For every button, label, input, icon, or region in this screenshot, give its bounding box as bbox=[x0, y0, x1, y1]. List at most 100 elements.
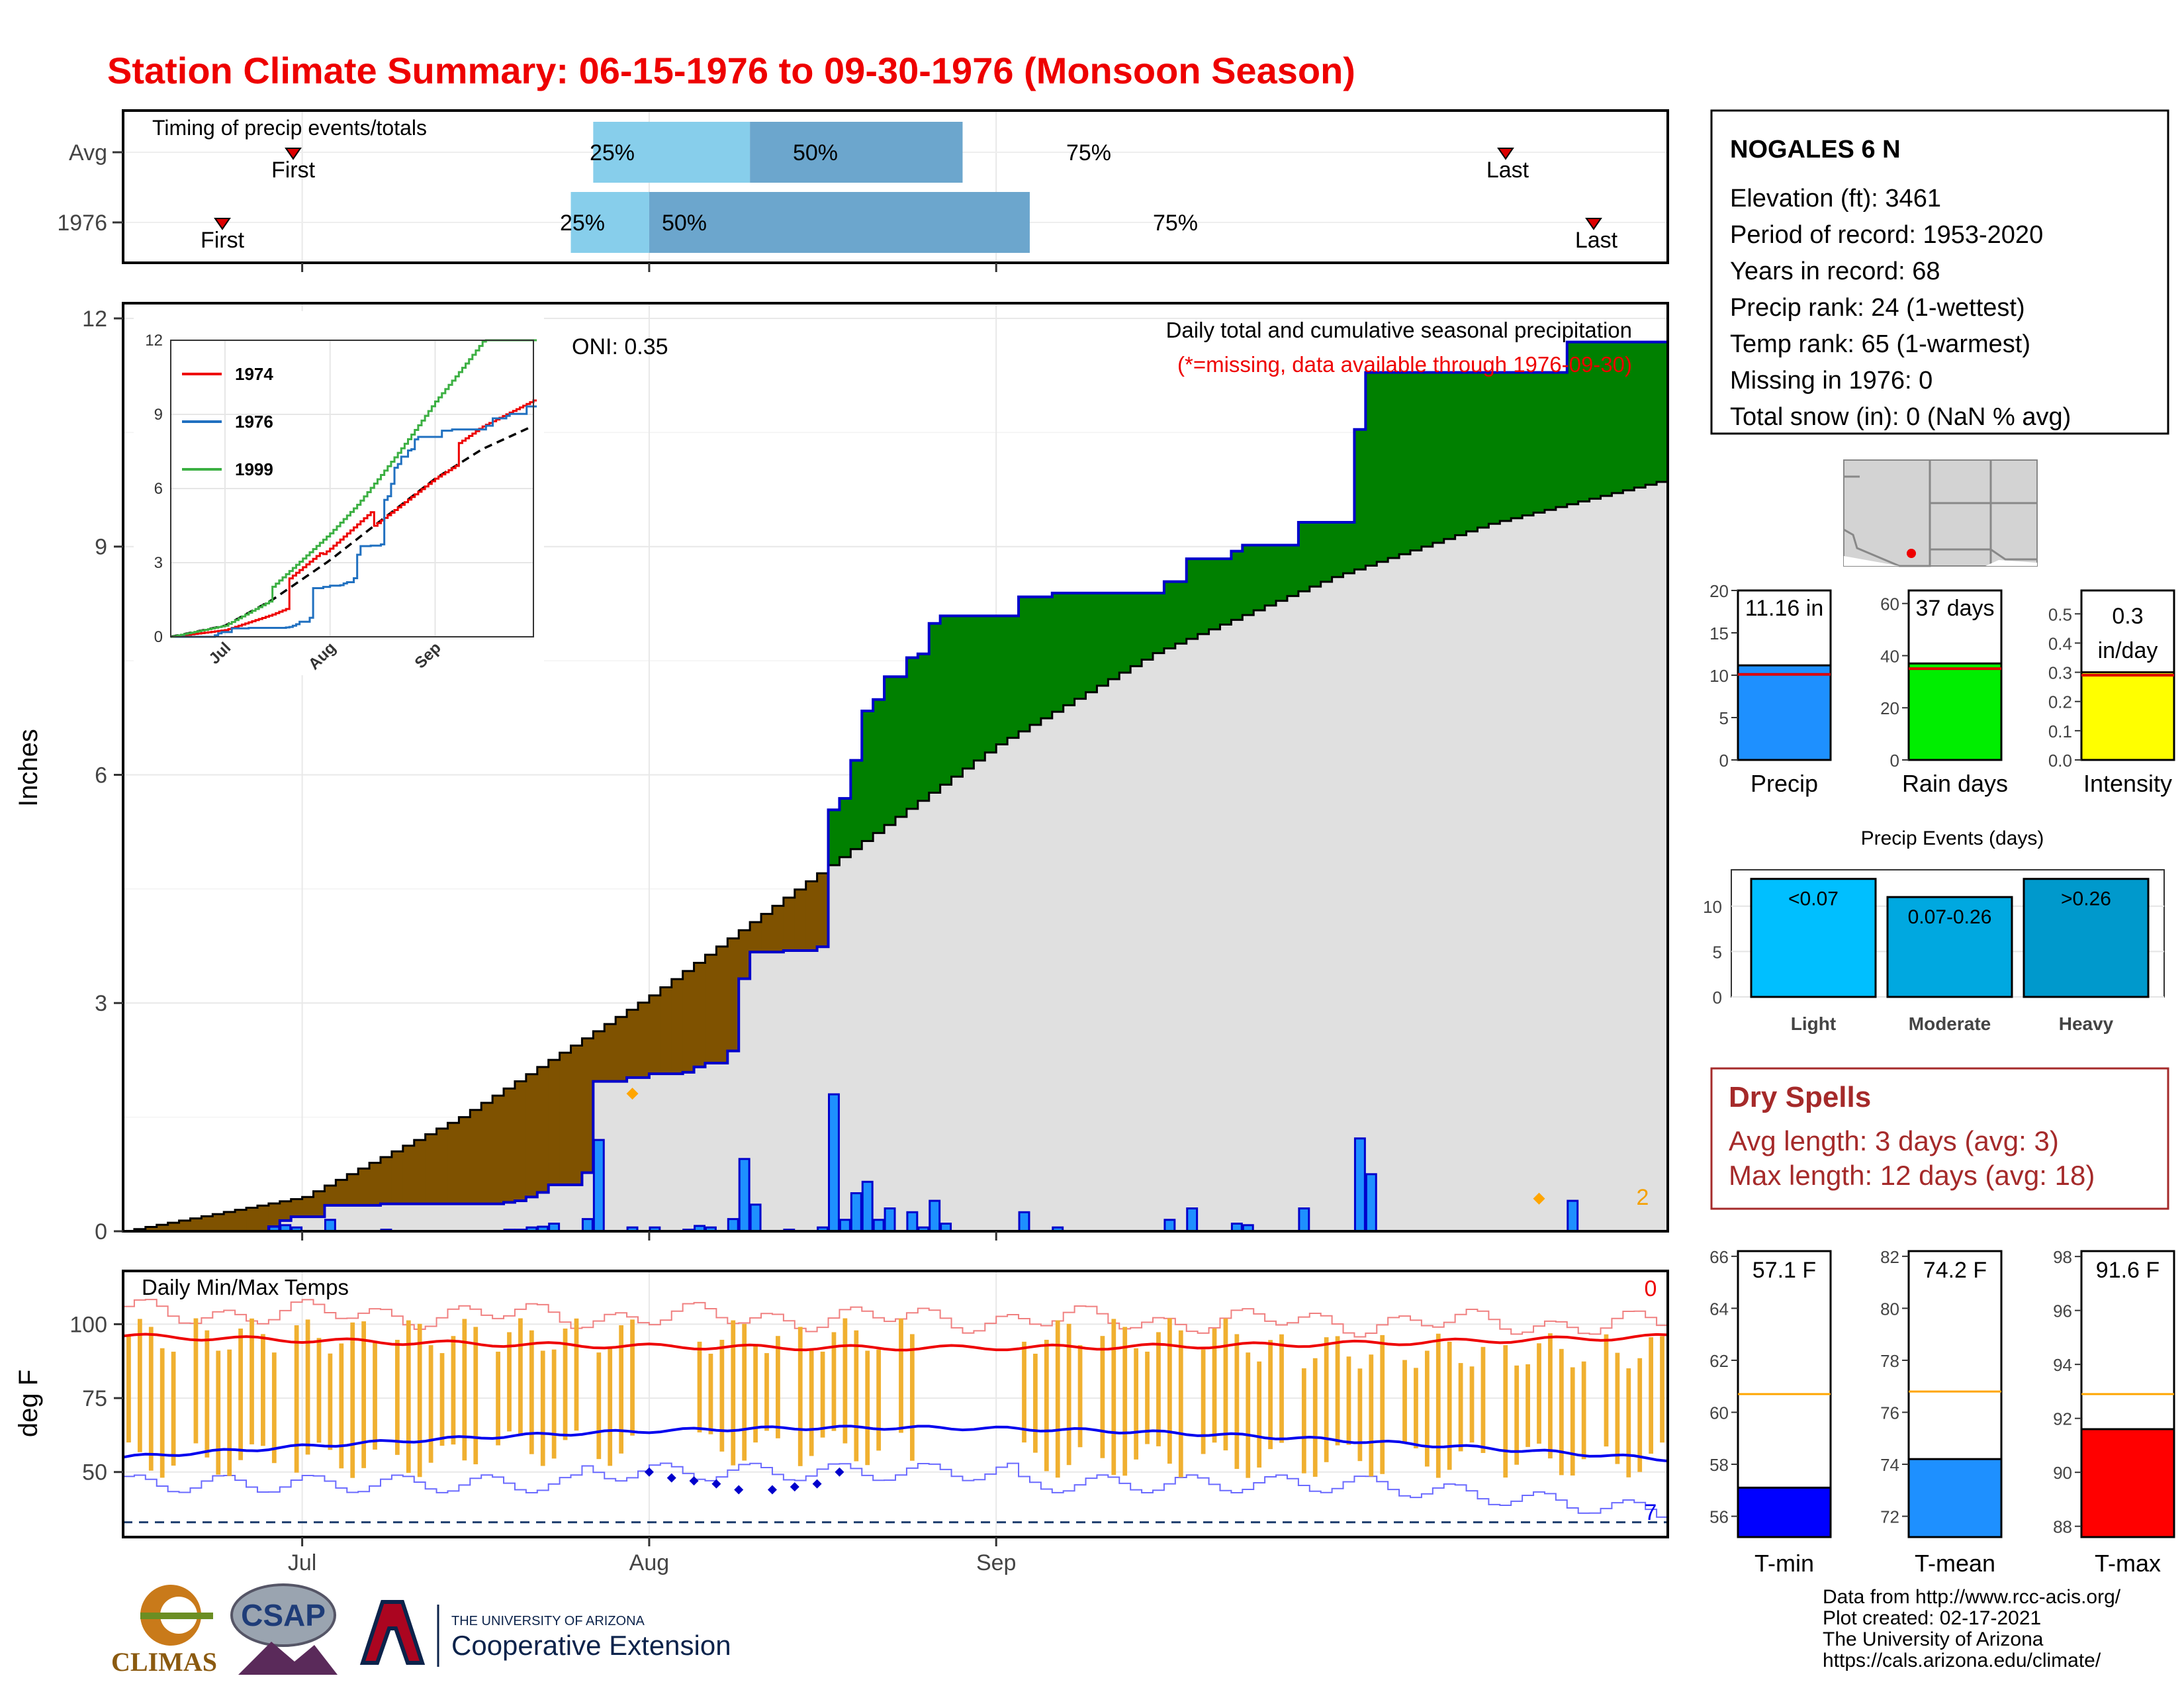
daily-precip-bar bbox=[1163, 1219, 1176, 1231]
below-average-fill bbox=[817, 873, 829, 947]
p25-label-1976: 25% bbox=[560, 211, 605, 236]
shared-x-axis: Jul Aug Sep bbox=[288, 263, 1016, 1575]
below-average-fill bbox=[212, 1214, 225, 1231]
summary-value-label: 37 days bbox=[1915, 596, 1994, 621]
summary-bar-tick-label: 40 bbox=[1880, 646, 1899, 666]
credit-line: Plot created: 02-17-2021 bbox=[1823, 1607, 2041, 1629]
below-average-fill bbox=[302, 1197, 314, 1217]
daily-temp-bar bbox=[316, 1338, 322, 1443]
above-average-fill bbox=[828, 810, 841, 866]
temp-bar-tick-label: 98 bbox=[2053, 1247, 2072, 1267]
last-label-avg: Last bbox=[1486, 158, 1529, 183]
above-average-fill bbox=[951, 616, 964, 777]
temp-value-label: 57.1 F bbox=[1752, 1258, 1816, 1283]
above-average-fill bbox=[1253, 545, 1265, 610]
daily-temp-bar bbox=[899, 1318, 903, 1433]
daily-temp-bar bbox=[630, 1319, 635, 1436]
daily-temp-bar bbox=[428, 1345, 433, 1463]
daily-temp-bar bbox=[697, 1341, 702, 1432]
events-bar-value-label: 0.07-0.26 bbox=[1908, 906, 1992, 928]
temp-y-axis: 50 75 100 bbox=[69, 1312, 123, 1485]
below-average-fill bbox=[593, 1031, 606, 1082]
daily-temp-bar bbox=[1156, 1332, 1161, 1446]
daily-temp-bar bbox=[529, 1330, 534, 1454]
daily-temp-bar bbox=[596, 1352, 602, 1460]
above-average-fill bbox=[1544, 372, 1557, 510]
daily-temp-bar bbox=[909, 1334, 915, 1461]
ua-name: THE UNIVERSITY OF ARIZONA bbox=[451, 1614, 645, 1628]
first-marker-1976 bbox=[214, 218, 231, 230]
daily-temp-bar bbox=[294, 1325, 299, 1473]
above-average-fill bbox=[1287, 545, 1299, 596]
summary-bar-label: Rain days bbox=[1902, 770, 2008, 797]
temp-bar-tick-label: 58 bbox=[1709, 1455, 1729, 1475]
above-average-fill bbox=[1130, 592, 1142, 667]
daily-temp-bar bbox=[1111, 1319, 1116, 1476]
above-average-fill bbox=[1343, 522, 1355, 573]
daily-temp-bar bbox=[1257, 1361, 1262, 1468]
summary-value-label: 0.3 bbox=[2112, 604, 2143, 629]
daily-temp-bar bbox=[1649, 1337, 1654, 1454]
below-average-fill bbox=[279, 1201, 292, 1221]
below-average-fill bbox=[772, 906, 784, 953]
summary-bar-tick-label: 0.0 bbox=[2048, 751, 2072, 771]
daily-precip-bar bbox=[1186, 1207, 1199, 1231]
daily-temp-bar bbox=[462, 1319, 467, 1461]
daily-temp-bar bbox=[1615, 1352, 1620, 1464]
precip-caption: Daily total and cumulative seasonal prec… bbox=[1166, 318, 1632, 342]
temp-content bbox=[123, 1299, 1668, 1524]
dry-spells-frame bbox=[1710, 1067, 2169, 1210]
below-average-fill bbox=[682, 970, 695, 1072]
daily-precip-bar bbox=[581, 1218, 594, 1231]
daily-temp-bar bbox=[1503, 1345, 1508, 1478]
daily-temp-bar bbox=[261, 1334, 265, 1446]
inset-series-1999 bbox=[171, 339, 537, 638]
map-background bbox=[1843, 459, 2038, 567]
ua-a-mark bbox=[359, 1600, 426, 1665]
first-label-1976: First bbox=[201, 228, 245, 253]
record-low-marker bbox=[835, 1467, 844, 1477]
daily-temp-bar bbox=[731, 1320, 736, 1466]
p50-label-1976: 50% bbox=[662, 211, 707, 236]
daily-temp-bar bbox=[1414, 1368, 1418, 1448]
above-average-fill bbox=[1108, 592, 1120, 680]
precip-y-axis: 0 3 6 9 12 bbox=[82, 306, 123, 1244]
daily-temp-bar bbox=[1066, 1323, 1071, 1466]
daily-temp-bar bbox=[776, 1336, 780, 1438]
below-average-fill bbox=[615, 1017, 627, 1082]
above-average-fill bbox=[1522, 372, 1534, 516]
precip-y-tick-label: 6 bbox=[95, 763, 107, 788]
above-average-fill bbox=[1276, 545, 1288, 601]
map-mexico-area bbox=[1844, 556, 2037, 566]
inset-legend-label: 1999 bbox=[235, 459, 273, 479]
precip-y-tick-label: 0 bbox=[95, 1219, 107, 1244]
events-tick-label: 0 bbox=[1713, 988, 1722, 1008]
above-average-fill bbox=[1377, 372, 1388, 562]
above-average-fill bbox=[1298, 522, 1310, 592]
above-average-fill bbox=[1533, 372, 1545, 513]
timing-bar-q1 bbox=[570, 192, 649, 253]
above-average-fill bbox=[1488, 372, 1501, 524]
daily-precip-bar bbox=[850, 1192, 862, 1231]
events-title: Precip Events (days) bbox=[1861, 827, 2044, 849]
daily-temp-bar bbox=[574, 1318, 579, 1431]
temp-bar-tick-label: 92 bbox=[2053, 1409, 2072, 1429]
daily-temp-bar bbox=[1346, 1356, 1351, 1445]
daily-temp-bar bbox=[137, 1319, 142, 1452]
above-average-fill bbox=[1175, 581, 1187, 644]
record-low-marker bbox=[790, 1482, 799, 1492]
daily-temp-bar bbox=[753, 1345, 758, 1443]
events-chart: 0 5 10 <0.07 Light 0.07-0.26 Moderate >0.26 Heav… bbox=[1703, 869, 2165, 1034]
record-low-marker bbox=[689, 1476, 699, 1486]
below-average-fill bbox=[492, 1096, 504, 1204]
daily-temp-bar bbox=[1435, 1333, 1441, 1478]
above-average-fill bbox=[1623, 342, 1635, 491]
below-average-fill bbox=[739, 930, 751, 979]
above-average-fill bbox=[1309, 522, 1322, 587]
above-average-fill bbox=[1455, 372, 1467, 536]
timing-bar-q2 bbox=[649, 192, 1030, 253]
inset-frame bbox=[170, 340, 534, 637]
above-average-fill bbox=[1097, 592, 1109, 686]
summary-bar-fill bbox=[1737, 664, 1832, 761]
daily-precip-bar bbox=[592, 1139, 605, 1231]
